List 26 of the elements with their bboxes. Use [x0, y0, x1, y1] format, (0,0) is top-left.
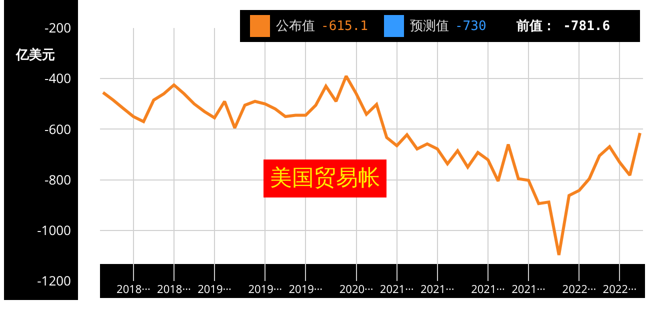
- x-tick-label: 2019···: [248, 282, 282, 297]
- y-tick-label: -400: [44, 69, 71, 88]
- x-tick-label: 2021···: [380, 282, 414, 297]
- annotation: -730: [454, 18, 486, 34]
- x-tick-label: 2021···: [512, 282, 546, 297]
- y-tick-label: -1000: [37, 220, 71, 239]
- y-tick-label: -800: [44, 170, 71, 188]
- x-tick-label: 2018···: [157, 282, 191, 297]
- x-tick-label: 2020···: [339, 282, 374, 297]
- x-tick-label: 2019···: [198, 282, 232, 297]
- annotation: -615.1: [321, 18, 368, 34]
- legend-label: 公布值: [276, 18, 315, 35]
- legend-label: 预测值: [410, 18, 449, 35]
- x-tick-label: 2022···: [562, 282, 596, 297]
- annotation: 前值： -781.6: [516, 18, 610, 35]
- x-tick-label: 2021···: [420, 282, 454, 297]
- x-tick-label: 2018···: [116, 282, 150, 297]
- y-axis-title: 亿美元: [16, 46, 55, 64]
- x-tick-label: 2021···: [471, 282, 506, 297]
- line-series: [102, 74, 642, 256]
- y-tick-label: -1200: [37, 272, 71, 290]
- text: 美国贸易帐: [270, 166, 380, 191]
- y-tick-label: -200: [44, 18, 71, 37]
- y-tick-label: -600: [44, 120, 71, 138]
- x-tick-label: 2022···: [602, 282, 637, 297]
- x-tick-label: 2019···: [288, 282, 323, 297]
